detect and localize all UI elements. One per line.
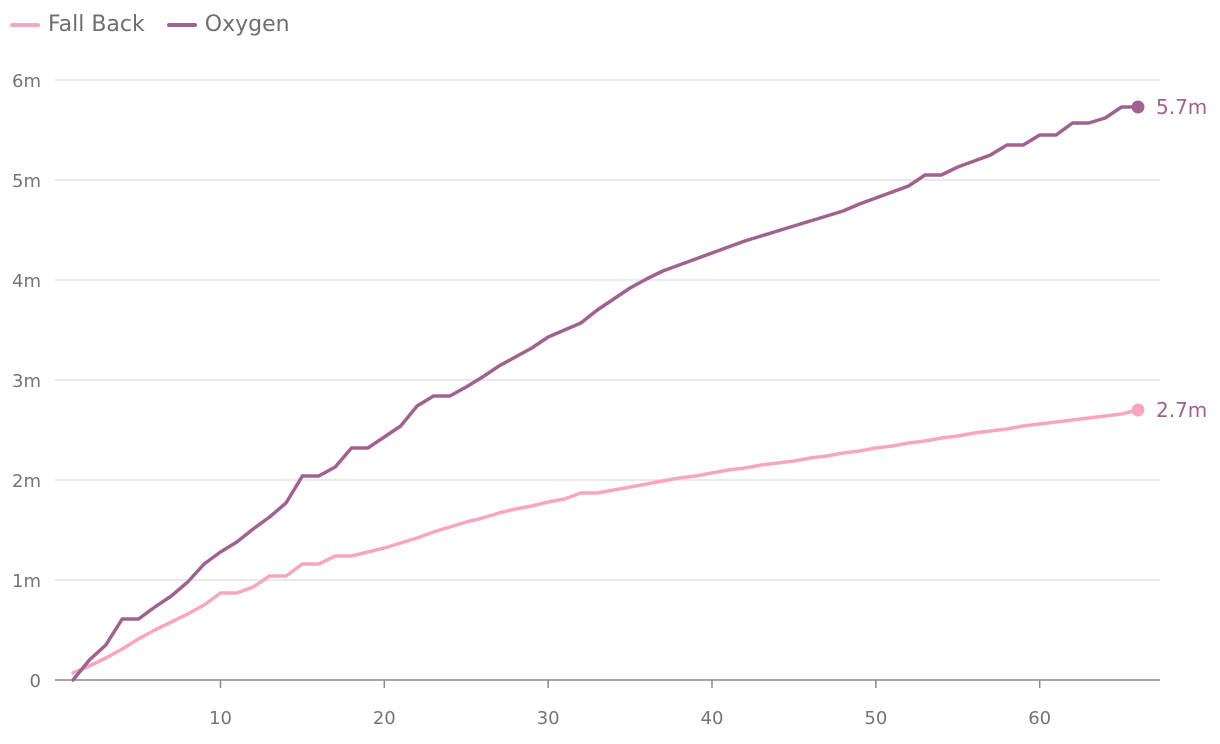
y-tick-label: 4m bbox=[12, 271, 41, 292]
series-line-oxygen[interactable] bbox=[71, 105, 1140, 682]
x-tick-label: 60 bbox=[1028, 708, 1051, 729]
legend-swatch-oxygen bbox=[166, 22, 197, 27]
x-tick-label: 30 bbox=[537, 708, 560, 729]
end-label-fall-back: 2.7m bbox=[1156, 398, 1207, 422]
x-tick-label: 10 bbox=[209, 708, 232, 729]
legend-item-oxygen[interactable]: Oxygen bbox=[166, 12, 290, 37]
y-tick-label: 5m bbox=[12, 171, 41, 192]
legend-label-oxygen: Oxygen bbox=[204, 12, 290, 37]
series-line-fall-back[interactable] bbox=[71, 408, 1140, 675]
end-point-fall-back[interactable] bbox=[1131, 403, 1145, 417]
y-tick-label: 3m bbox=[12, 371, 41, 392]
axes: 0 1m 2m 3m 4m 5m 6m 10 20 30 40 50 60 bbox=[12, 71, 1160, 729]
grid-lines bbox=[55, 79, 1160, 581]
end-labels: 2.7m 5.7m bbox=[1156, 95, 1207, 422]
series-lines bbox=[71, 100, 1145, 682]
end-label-oxygen: 5.7m bbox=[1156, 95, 1207, 119]
y-tick-label: 0 bbox=[30, 671, 41, 692]
y-tick-label: 6m bbox=[12, 71, 41, 92]
y-tick-label: 2m bbox=[12, 471, 41, 492]
x-tick-label: 20 bbox=[373, 708, 396, 729]
legend-swatch-fall-back bbox=[10, 22, 40, 27]
legend-item-fall-back[interactable]: Fall Back bbox=[10, 12, 145, 37]
x-tick-label: 50 bbox=[864, 708, 887, 729]
x-tick-label: 40 bbox=[701, 708, 724, 729]
y-tick-label: 1m bbox=[12, 571, 41, 592]
legend: Fall Back Oxygen bbox=[10, 12, 312, 37]
legend-label-fall-back: Fall Back bbox=[48, 12, 145, 37]
end-point-oxygen[interactable] bbox=[1131, 100, 1145, 114]
